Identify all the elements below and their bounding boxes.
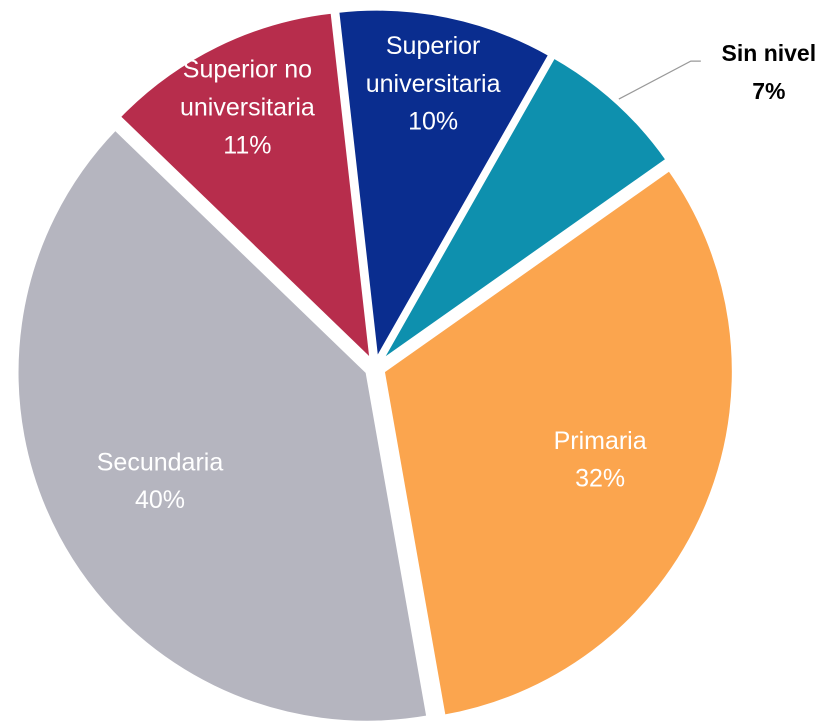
slice-value: 10%	[408, 108, 458, 136]
leader-line	[618, 60, 701, 100]
slice-label: Superior universitaria	[366, 32, 501, 98]
slice-value: 40%	[135, 486, 185, 514]
pie-slice	[336, 7, 552, 364]
slice-label: Superior no universitaria	[180, 55, 315, 121]
slice-label: Secundaria	[97, 448, 224, 476]
slice-value: 32%	[575, 464, 625, 492]
slice-label: Primaria	[554, 426, 647, 454]
slice-value: 7%	[752, 78, 785, 104]
slice-value: 11%	[223, 131, 271, 159]
pie-slice	[15, 126, 430, 724]
pie-slice	[379, 54, 670, 363]
slice-label: Sin nivel	[722, 40, 817, 66]
pie-slice	[117, 10, 373, 364]
pie-slice	[381, 167, 735, 718]
